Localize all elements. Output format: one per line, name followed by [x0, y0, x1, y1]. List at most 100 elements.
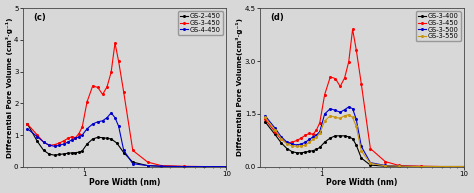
GS-3-550	[418, 165, 424, 168]
GS-3-400	[367, 164, 373, 166]
GS-4-450	[56, 144, 62, 146]
GS-3-500	[307, 138, 312, 141]
GS-3-550	[303, 144, 309, 146]
GS-3-500	[310, 136, 316, 138]
GS-3-550	[333, 116, 338, 119]
GS-4-450	[201, 165, 207, 168]
GS-3-550	[383, 165, 388, 167]
GS-3-450	[262, 118, 268, 120]
GS-2-450	[201, 165, 207, 168]
GS-3-450	[289, 141, 295, 143]
GS-3-500	[358, 145, 364, 148]
GS-3-400	[337, 135, 343, 137]
GS-3-450	[342, 77, 347, 79]
GS-3-500	[350, 108, 356, 110]
GS-2-450	[145, 164, 151, 167]
GS-3-550	[337, 117, 343, 119]
GS-3-450	[358, 83, 364, 85]
GS-3-450	[303, 134, 309, 136]
Text: (c): (c)	[33, 13, 46, 22]
GS-2-450	[108, 138, 114, 140]
GS-4-450	[224, 165, 229, 168]
GS-4-450	[121, 149, 127, 152]
GS-3-500	[272, 127, 278, 129]
GS-3-500	[328, 108, 333, 110]
GS-3-500	[342, 108, 347, 111]
GS-3-450	[272, 130, 278, 133]
GS-4-450	[79, 134, 85, 136]
GS-3-400	[328, 137, 333, 139]
GS-2-450	[159, 165, 164, 167]
GS-3-550	[262, 116, 268, 119]
GS-4-450	[159, 165, 164, 167]
GS-3-450	[76, 132, 82, 135]
GS-4-450	[65, 141, 71, 143]
GS-2-450	[224, 165, 229, 168]
GS-2-450	[46, 153, 52, 155]
GS-2-450	[114, 142, 120, 144]
GS-3-450	[61, 140, 66, 142]
GS-3-450	[439, 165, 445, 168]
GS-3-500	[337, 111, 343, 113]
GS-2-450	[90, 138, 96, 140]
GS-4-450	[61, 143, 66, 145]
GS-3-450	[201, 165, 207, 168]
Line: GS-3-500: GS-3-500	[264, 105, 465, 168]
X-axis label: Pore Width (nm): Pore Width (nm)	[327, 179, 398, 187]
GS-3-500	[354, 118, 359, 120]
GS-3-400	[289, 151, 295, 153]
GS-3-500	[262, 115, 268, 117]
GS-3-550	[346, 113, 352, 116]
GS-4-450	[76, 135, 82, 138]
GS-3-450	[69, 135, 74, 138]
GS-3-450	[159, 164, 164, 167]
GS-2-450	[181, 165, 186, 168]
GS-3-450	[294, 139, 300, 142]
GS-3-450	[367, 147, 373, 150]
GS-3-500	[383, 164, 388, 167]
GS-3-400	[299, 152, 304, 154]
GS-3-400	[333, 135, 338, 137]
GS-2-450	[61, 153, 66, 155]
GS-3-450	[396, 164, 402, 167]
GS-3-450	[95, 86, 100, 89]
GS-2-450	[79, 150, 85, 152]
GS-3-550	[317, 132, 323, 135]
GS-3-550	[278, 137, 284, 140]
GS-3-550	[284, 143, 290, 145]
GS-3-450	[278, 138, 284, 141]
GS-3-450	[337, 85, 343, 88]
GS-2-450	[56, 153, 62, 156]
GS-3-500	[289, 143, 295, 145]
GS-3-500	[314, 134, 319, 136]
GS-4-450	[41, 141, 46, 143]
GS-3-550	[367, 162, 373, 164]
GS-2-450	[104, 137, 110, 140]
GS-2-450	[73, 152, 78, 154]
GS-3-400	[294, 152, 300, 154]
GS-3-450	[90, 85, 96, 87]
GS-3-400	[307, 150, 312, 152]
GS-2-450	[76, 151, 82, 153]
GS-3-450	[346, 61, 352, 63]
GS-3-450	[307, 132, 312, 135]
GS-3-550	[342, 115, 347, 117]
GS-3-450	[84, 101, 90, 103]
GS-3-450	[100, 93, 105, 96]
GS-3-550	[439, 165, 445, 168]
GS-3-500	[333, 109, 338, 112]
Line: GS-3-450: GS-3-450	[26, 41, 228, 168]
GS-3-450	[116, 60, 121, 63]
GS-3-450	[354, 49, 359, 51]
GS-3-500	[317, 130, 323, 133]
GS-3-400	[350, 137, 356, 140]
GS-3-450	[35, 134, 40, 136]
GS-3-550	[289, 145, 295, 147]
GS-3-400	[461, 165, 467, 168]
GS-3-500	[294, 144, 300, 146]
GS-3-450	[25, 123, 30, 125]
GS-3-450	[333, 78, 338, 80]
GS-4-450	[25, 128, 30, 130]
GS-3-450	[52, 143, 57, 146]
GS-4-450	[145, 164, 151, 167]
